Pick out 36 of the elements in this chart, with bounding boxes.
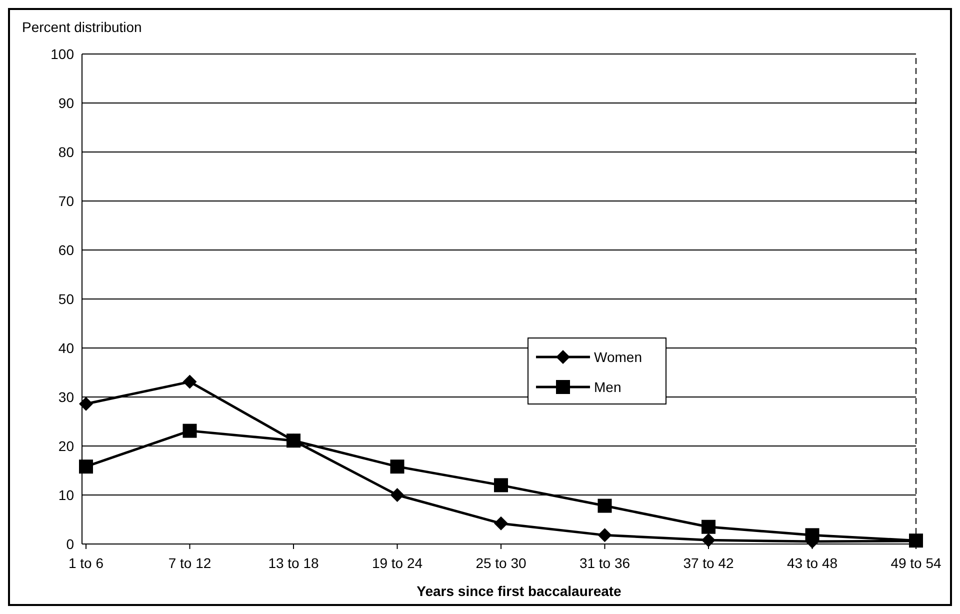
point — [598, 528, 612, 542]
x-tick-label: 7 to 12 — [168, 555, 212, 571]
y-tick-label: 60 — [58, 242, 74, 258]
y-tick-label: 80 — [58, 144, 74, 160]
x-tick-label: 49 to 54 — [890, 555, 942, 571]
point — [182, 374, 197, 389]
x-tick-label: 31 to 36 — [579, 555, 630, 571]
y-tick-label: 70 — [58, 192, 74, 209]
y-tick-label: 90 — [58, 94, 74, 111]
point — [494, 516, 508, 530]
point — [494, 478, 508, 492]
x-axis-title: Years since first baccalaureate — [416, 583, 622, 599]
point — [702, 520, 716, 534]
y-tick-label: 40 — [58, 340, 74, 356]
point — [390, 460, 404, 474]
point — [598, 498, 612, 513]
y-tick-label: 20 — [58, 438, 74, 454]
legend-label: Men — [594, 378, 622, 395]
point — [182, 424, 197, 438]
x-tick-label: 25 to 30 — [476, 555, 527, 571]
x-tick-label: 19 to 24 — [372, 555, 423, 571]
x-tick-label: 37 to 42 — [683, 555, 734, 571]
point — [79, 396, 93, 411]
point — [390, 488, 404, 502]
legend-label: Women — [594, 348, 642, 365]
x-tick-label: 43 to 48 — [786, 555, 838, 571]
x-tick-label: 1 to 6 — [68, 555, 104, 571]
point — [702, 533, 716, 548]
x-tick-label: 13 to 18 — [268, 555, 320, 571]
y-axis-title: Percent distribution — [22, 19, 142, 35]
y-tick-label: 50 — [58, 290, 74, 307]
y-tick-label: 0 — [66, 536, 74, 552]
y-tick-label: 10 — [58, 486, 74, 503]
y-tick-label: 100 — [50, 46, 74, 62]
y-tick-label: 30 — [58, 388, 74, 405]
point — [79, 460, 93, 474]
